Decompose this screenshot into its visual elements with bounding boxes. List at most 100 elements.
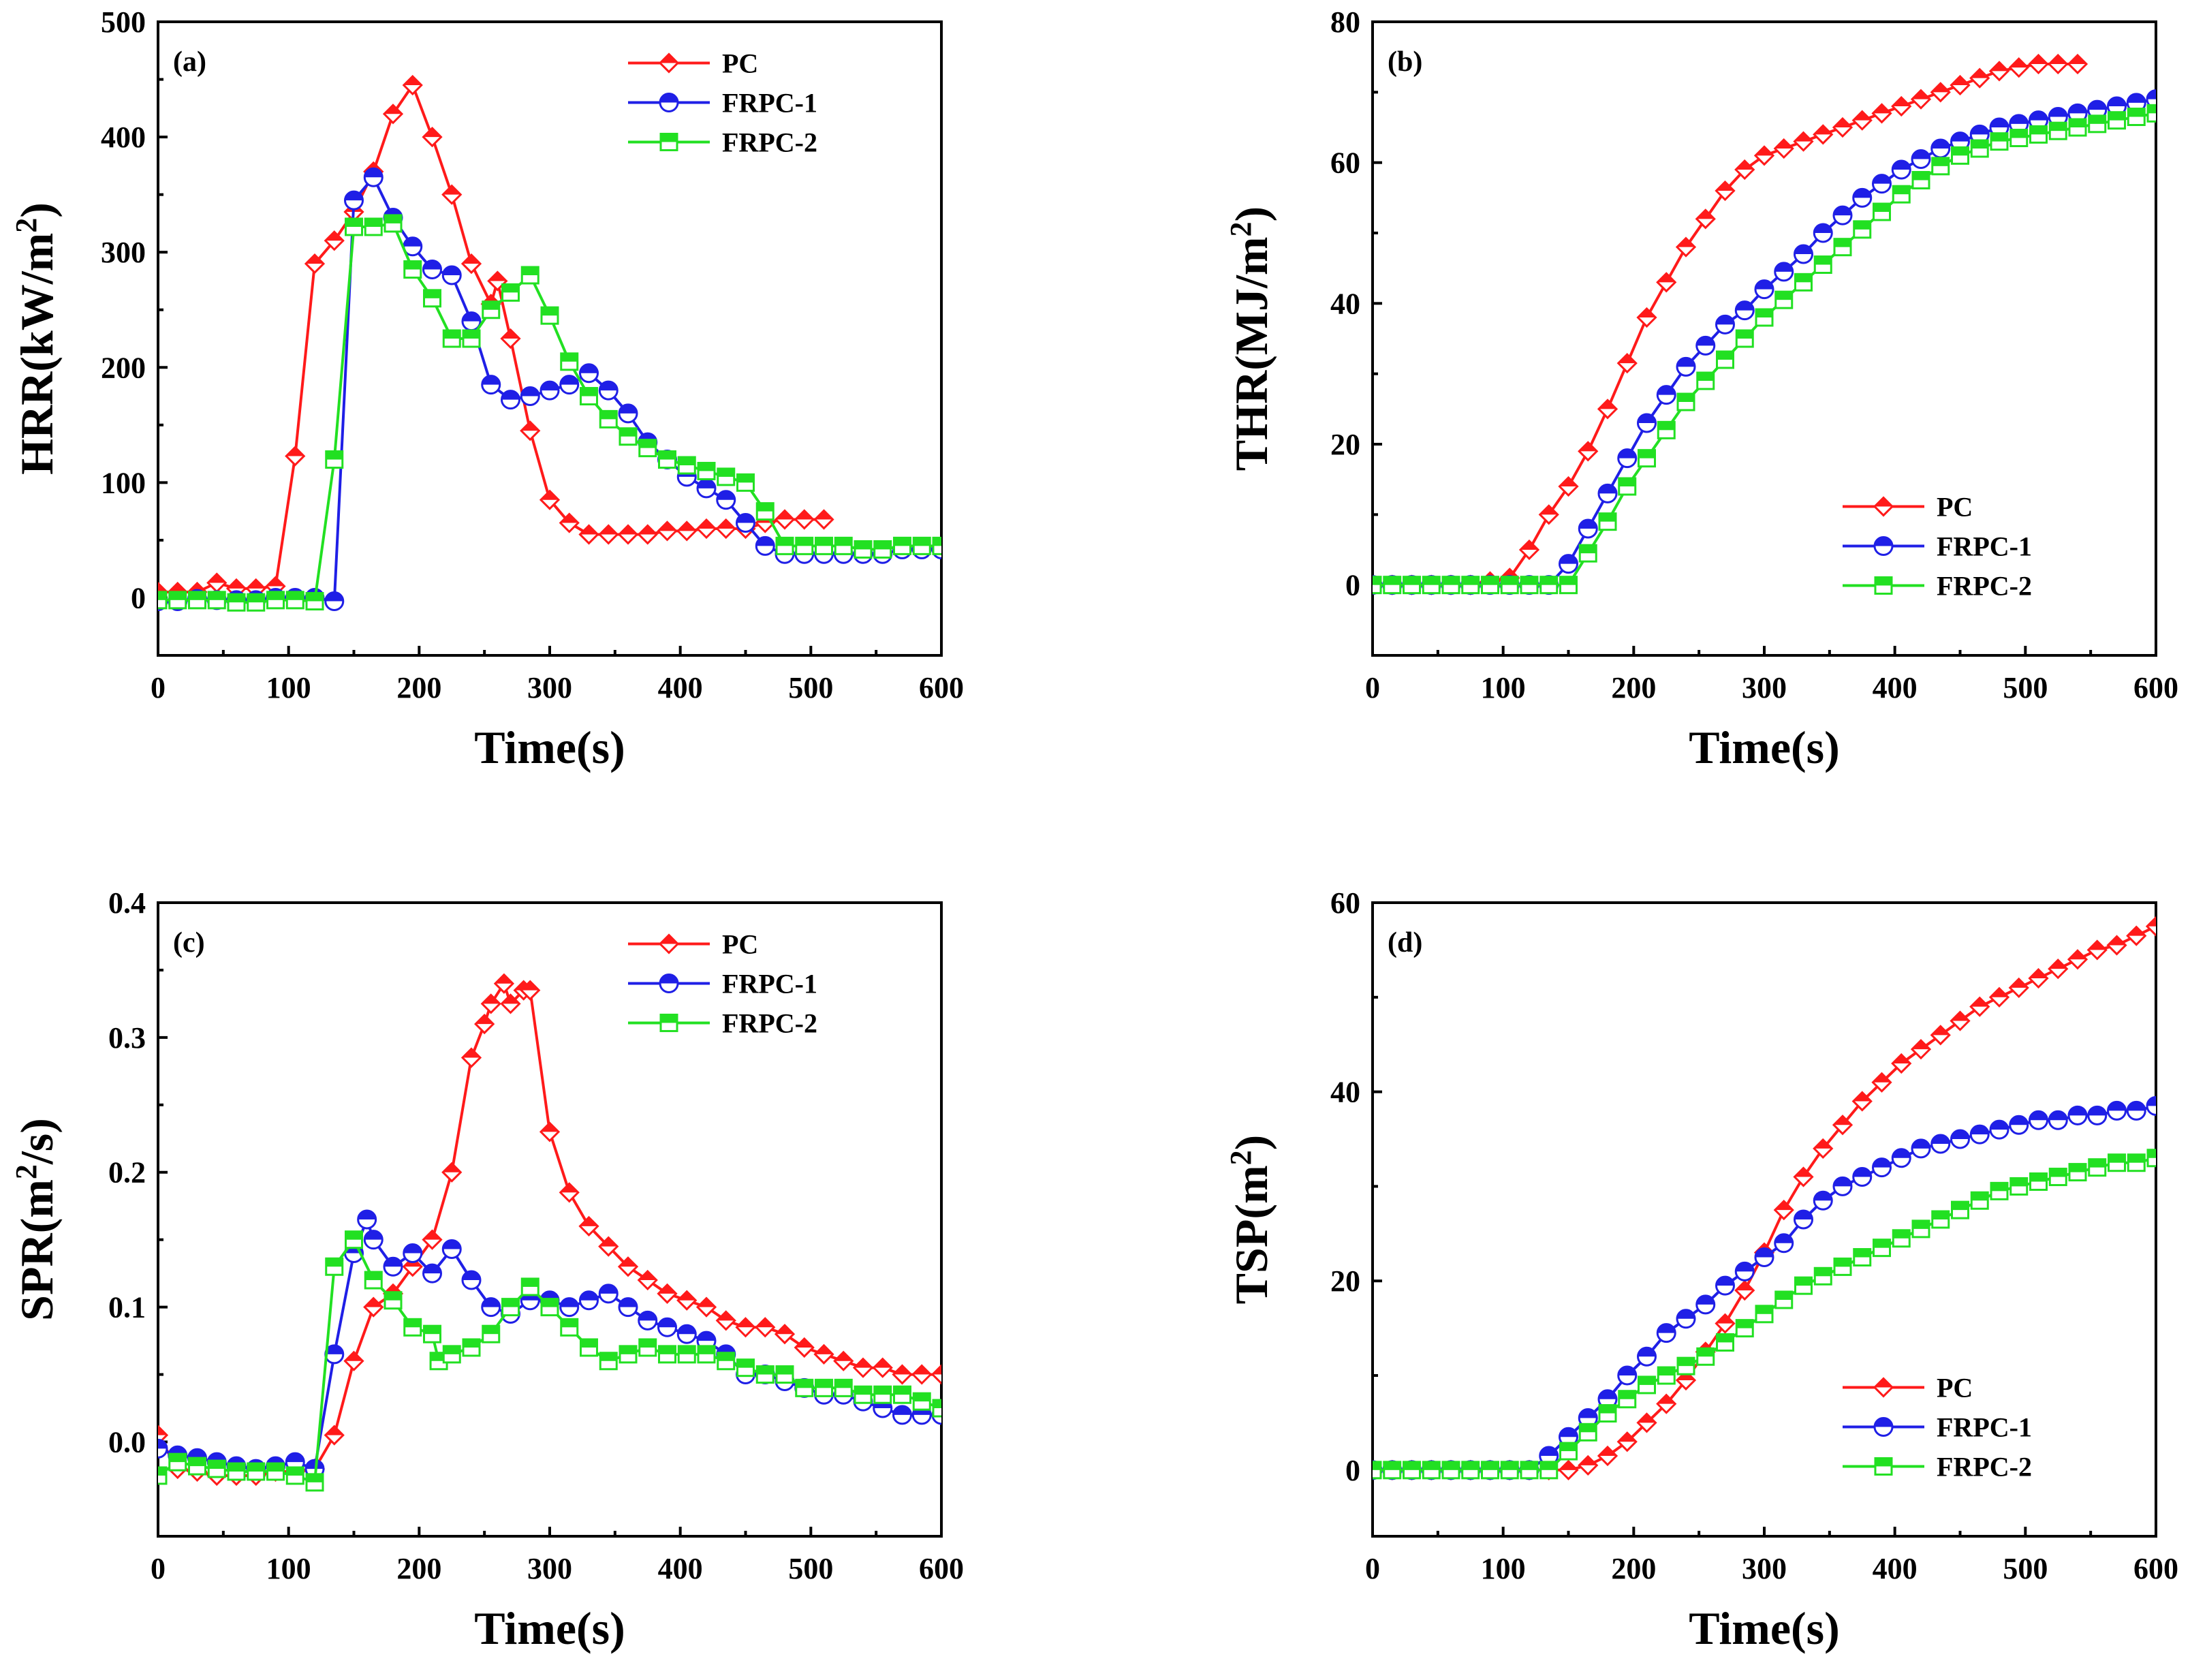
marker-fill: [208, 574, 226, 583]
marker-fill: [1931, 1134, 1950, 1144]
data-point-pc: [2028, 53, 2049, 75]
data-point-frpc-1: [1637, 413, 1657, 433]
data-point-pc: [1910, 1039, 1932, 1060]
data-point-frpc-2: [207, 1459, 226, 1478]
data-point-pc: [657, 520, 678, 542]
data-point-pc: [1734, 159, 1755, 181]
y-axis-title-main: TSP(m: [1225, 1165, 1277, 1304]
data-point-pc: [637, 1269, 658, 1291]
legend-label: FRPC-1: [722, 87, 817, 118]
legend-item-frpc-2: FRPC-2: [628, 127, 817, 157]
data-point-frpc-2: [384, 214, 403, 233]
marker-fill: [599, 1237, 618, 1247]
marker-fill: [345, 218, 362, 227]
marker-fill: [1716, 182, 1734, 191]
marker-fill: [1952, 1202, 1969, 1211]
marker-fill: [795, 510, 813, 520]
marker-fill: [522, 267, 539, 275]
marker-fill: [2147, 917, 2156, 927]
data-point-frpc-2: [364, 217, 383, 236]
marker-fill: [495, 974, 513, 984]
data-point-pc: [617, 1256, 639, 1277]
marker-fill: [2029, 1111, 2048, 1121]
data-point-frpc-2: [932, 1399, 941, 1418]
marker-fill: [757, 503, 774, 512]
marker-fill: [443, 330, 460, 339]
data-point-pc: [520, 980, 541, 1001]
data-point-frpc-2: [423, 289, 441, 308]
data-point-frpc-1: [1578, 1407, 1598, 1428]
marker-fill: [1893, 1230, 1910, 1239]
marker-fill: [1794, 1211, 1813, 1219]
marker-fill: [2009, 978, 2028, 988]
data-point-frpc-2: [1403, 576, 1421, 595]
marker-fill: [1618, 1390, 1636, 1399]
marker-fill: [1423, 1461, 1440, 1470]
data-point-frpc-2: [501, 283, 520, 302]
x-tick-label: 0: [151, 1552, 166, 1585]
marker-fill: [796, 538, 813, 546]
data-point-frpc-2: [755, 1365, 775, 1384]
data-point-frpc-2: [442, 1345, 461, 1364]
marker-fill: [933, 1365, 941, 1375]
marker-fill: [2127, 927, 2146, 936]
data-point-frpc-2: [1755, 308, 1774, 327]
marker-fill: [1912, 90, 1930, 99]
data-point-frpc-2: [1911, 1219, 1930, 1239]
data-point-frpc-2: [1657, 420, 1676, 439]
data-point-pc: [657, 1283, 678, 1304]
marker-fill: [1913, 172, 1929, 181]
data-point-frpc-2: [1638, 1375, 1656, 1395]
data-point-frpc-2: [1638, 449, 1656, 468]
data-point-frpc-2: [1481, 576, 1499, 595]
data-point-pc: [715, 1310, 736, 1331]
marker-fill: [1971, 140, 1988, 149]
data-point-frpc-2: [775, 1365, 794, 1384]
data-point-frpc-1: [2029, 1110, 2048, 1130]
data-point-frpc-2: [658, 1345, 676, 1364]
marker-fill: [1834, 238, 1851, 247]
marker-fill: [1834, 1116, 1851, 1125]
data-point-frpc-2: [1931, 1210, 1950, 1229]
marker-fill: [501, 390, 520, 400]
data-point-frpc-1: [598, 1284, 619, 1304]
data-point-frpc-1: [403, 236, 423, 257]
y-axis-title: THR(MJ/m2): [1224, 206, 1277, 471]
data-point-frpc-2: [1892, 185, 1911, 204]
data-point-frpc-2: [795, 536, 814, 555]
data-point-pc: [2067, 949, 2089, 970]
marker-fill: [1952, 147, 1969, 156]
data-point-frpc-1: [1852, 187, 1873, 208]
marker-fill: [1814, 125, 1832, 135]
legend-label: PC: [722, 48, 758, 78]
marker-fill: [542, 307, 558, 316]
data-point-frpc-1: [2048, 107, 2068, 127]
data-point-frpc-2: [717, 467, 736, 486]
marker-fill: [698, 479, 715, 488]
marker-fill: [443, 266, 461, 275]
data-point-frpc-2: [266, 1462, 285, 1481]
data-point-frpc-1: [1930, 1134, 1951, 1154]
data-point-frpc-1: [422, 1263, 442, 1284]
marker-fill: [580, 1217, 598, 1226]
marker-fill: [2029, 111, 2048, 121]
data-point-frpc-2: [1853, 1248, 1872, 1267]
marker-fill: [424, 1326, 441, 1335]
marker-fill: [1736, 1320, 1753, 1328]
data-point-frpc-2: [1383, 576, 1402, 595]
legend-item-frpc-1: FRPC-1: [1843, 531, 2032, 561]
data-point-pc: [493, 973, 515, 994]
marker-fill: [756, 537, 775, 546]
data-point-pc: [539, 1121, 561, 1142]
data-point-frpc-1: [1695, 335, 1716, 356]
data-point-pc: [1832, 1115, 1853, 1136]
data-point-frpc-2: [1539, 576, 1559, 595]
marker-fill: [307, 593, 323, 602]
data-point-frpc-2: [1813, 255, 1832, 274]
marker-fill: [2049, 1111, 2067, 1121]
data-point-frpc-2: [227, 1462, 246, 1481]
data-point-frpc-1: [1676, 1309, 1696, 1329]
marker-fill: [659, 451, 676, 460]
data-point-frpc-1: [1832, 1176, 1853, 1196]
data-point-frpc-2: [345, 1230, 363, 1249]
